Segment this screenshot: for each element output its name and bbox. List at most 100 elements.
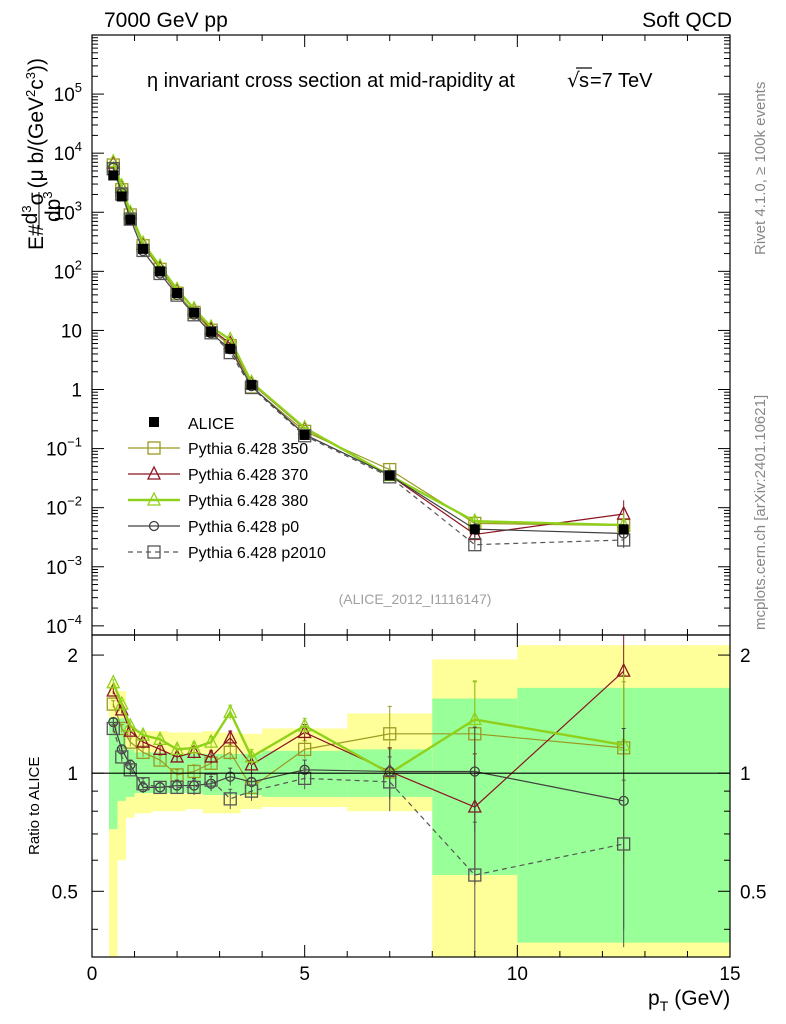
side-label-rivet: Rivet 4.1.0, ≥ 100k events xyxy=(752,81,769,255)
ratio-line-p2010 xyxy=(112,728,624,876)
ratio-marker-p2010-6 xyxy=(187,780,201,795)
x-axis-label: pT (GeV) xyxy=(648,987,730,1014)
legend: ALICE Pythia 6.428 350 Pythia 6.428 370 Pyt… xyxy=(128,416,326,562)
ratio-marker-p380-4 xyxy=(153,730,168,745)
ratio-marker-p370-4 xyxy=(153,740,168,756)
y-tick-label-ratio-left-1: 1 xyxy=(67,764,78,785)
main-line-p2010 xyxy=(112,168,624,546)
ratio-marker-p350-11 xyxy=(383,727,397,741)
ratio-marker-p2010-13 xyxy=(617,837,631,851)
legend-marker-p0 xyxy=(148,520,160,532)
ratio-marker-p380-12 xyxy=(467,711,482,726)
ratio-marker-p380-0 xyxy=(106,674,121,689)
alice-point-6 xyxy=(189,307,200,318)
main-marker-p380-0 xyxy=(106,153,121,168)
ratio-marker-p2010-7 xyxy=(204,773,218,787)
ratio-line-p350 xyxy=(112,703,624,789)
ratio-uncertainty-bands xyxy=(109,645,730,957)
legend-label-p350: Pythia 6.428 350 xyxy=(188,441,308,458)
ratio-marker-p370-9 xyxy=(244,756,259,771)
y-tick-label-main-1: 10−3 xyxy=(46,553,82,579)
y-tick-label-ratio-right-2: 2 xyxy=(740,646,751,667)
alice-point-5 xyxy=(172,287,183,298)
x-tick-label-3: 15 xyxy=(719,964,740,985)
y-tick-label-main-8: 104 xyxy=(54,139,82,165)
alice-point-2 xyxy=(125,214,136,225)
alice-point-7 xyxy=(206,326,217,337)
ratio-marker-p380-2 xyxy=(123,717,138,732)
legend-marker-alice xyxy=(149,417,159,427)
ratio-marker-p380-6 xyxy=(187,739,202,754)
main-marker-p2010-2 xyxy=(123,212,137,226)
ratio-marker-p2010-10 xyxy=(298,771,312,786)
svg-text:dp3: dp3 xyxy=(40,191,65,222)
x-tick-label-2: 10 xyxy=(507,964,528,985)
y-tick-label-ratio-right-0: 0.5 xyxy=(740,882,766,903)
ratio-panel-curves xyxy=(92,634,730,953)
y-axis-label-ratio: Ratio to ALICE xyxy=(26,757,43,855)
y-tick-label-main-0: 10−4 xyxy=(46,612,82,638)
alice-point-11 xyxy=(384,470,395,481)
ratio-frame xyxy=(91,634,731,958)
y-tick-label-main-6: 102 xyxy=(54,257,82,283)
ratio-marker-p380-5 xyxy=(170,740,185,756)
analysis-tag: (ALICE_2012_I1116147) xyxy=(339,591,492,607)
ratio-marker-p350-10 xyxy=(298,742,312,757)
legend-marker-p350 xyxy=(147,441,161,455)
alice-point-4 xyxy=(155,266,166,277)
y-tick-label-main-2: 10−2 xyxy=(46,494,82,520)
ratio-marker-p2010-12 xyxy=(468,868,482,882)
y-tick-label-main-3: 10−1 xyxy=(46,435,82,461)
ratio-marker-p380-1 xyxy=(114,695,129,710)
ratio-marker-p380-7 xyxy=(204,733,219,748)
ratio-marker-p2010-9 xyxy=(244,784,259,798)
alice-point-1 xyxy=(116,191,127,202)
ratio-marker-p380-3 xyxy=(135,726,151,741)
alice-point-10 xyxy=(299,429,310,440)
y-tick-label-main-5: 10 xyxy=(61,321,82,342)
ratio-marker-p2010-5 xyxy=(170,780,184,795)
ratio-marker-p370-2 xyxy=(123,722,138,737)
legend-marker-p370 xyxy=(146,465,162,480)
ratio-marker-p2010-2 xyxy=(123,763,137,777)
ratio-marker-p2010-11 xyxy=(383,775,397,789)
side-label-mcplots: mcplots.cern.ch [arXiv:2401.10621] xyxy=(752,394,769,630)
legend-label-p380: Pythia 6.428 380 xyxy=(188,493,308,510)
y-axis-label-main: E#d3σ(μ b/(GeV2c3)) xyxy=(19,58,48,250)
legend-marker-p380 xyxy=(146,491,162,506)
alice-point-8 xyxy=(225,343,236,354)
alice-point-0 xyxy=(108,170,119,181)
ratio-marker-p370-8 xyxy=(223,729,238,744)
header-right: Soft QCD xyxy=(642,9,732,32)
axes-frames xyxy=(91,34,731,958)
ratio-marker-p370-7 xyxy=(204,748,219,763)
chart-title: η invariant cross section at mid-rapidit… xyxy=(147,70,515,92)
title-sqrt-sign: √ xyxy=(567,68,580,92)
ratio-marker-p0-8 xyxy=(225,771,236,782)
ratio-marker-p370-6 xyxy=(187,743,202,759)
y-tick-label-main-9: 105 xyxy=(54,80,82,106)
ratio-marker-p0-12 xyxy=(469,766,480,777)
title-sqrt-arg: s xyxy=(579,70,589,92)
ratio-marker-p370-3 xyxy=(135,733,151,748)
ratio-marker-p350-6 xyxy=(187,764,201,779)
title-prefix: η invariant cross section at mid-rapidit… xyxy=(147,70,515,92)
alice-point-13 xyxy=(618,524,629,535)
main-marker-p2010-10 xyxy=(298,429,312,443)
axis-ticks: 0 5 10 15 10−4 10−3 10−2 10−1 1 10 102 103 104 105 0.5… xyxy=(46,35,766,985)
y-tick-label-main-7: 103 xyxy=(54,198,82,224)
ratio-marker-p380-10 xyxy=(297,717,312,732)
main-panel-curves xyxy=(106,153,631,552)
y-tick-label-main-4: 1 xyxy=(71,381,82,402)
y-tick-label-ratio-right-1: 1 xyxy=(740,764,751,785)
ratio-marker-p2010-1 xyxy=(115,750,129,764)
alice-point-3 xyxy=(138,243,149,254)
x-tick-label-0: 0 xyxy=(87,964,98,985)
legend-label-alice: ALICE xyxy=(188,416,234,433)
alice-point-12 xyxy=(469,524,480,535)
ratio-marker-p370-5 xyxy=(170,748,185,763)
ratio-marker-p350-8 xyxy=(223,745,237,760)
main-marker-p2010-12 xyxy=(468,538,482,552)
ratio-marker-p2010-4 xyxy=(153,780,167,795)
